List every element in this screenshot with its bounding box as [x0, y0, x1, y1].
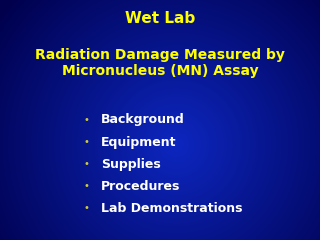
Text: •: •: [84, 115, 89, 125]
Text: Equipment: Equipment: [101, 136, 176, 149]
Text: •: •: [84, 181, 89, 191]
Text: Procedures: Procedures: [101, 180, 180, 193]
Text: Lab Demonstrations: Lab Demonstrations: [101, 202, 242, 215]
Text: •: •: [84, 159, 89, 169]
Text: Background: Background: [101, 114, 185, 126]
Text: Wet Lab: Wet Lab: [125, 11, 195, 26]
Text: Supplies: Supplies: [101, 158, 161, 171]
Text: •: •: [84, 137, 89, 147]
Text: Radiation Damage Measured by
Micronucleus (MN) Assay: Radiation Damage Measured by Micronucleu…: [35, 48, 285, 78]
Text: •: •: [84, 203, 89, 213]
